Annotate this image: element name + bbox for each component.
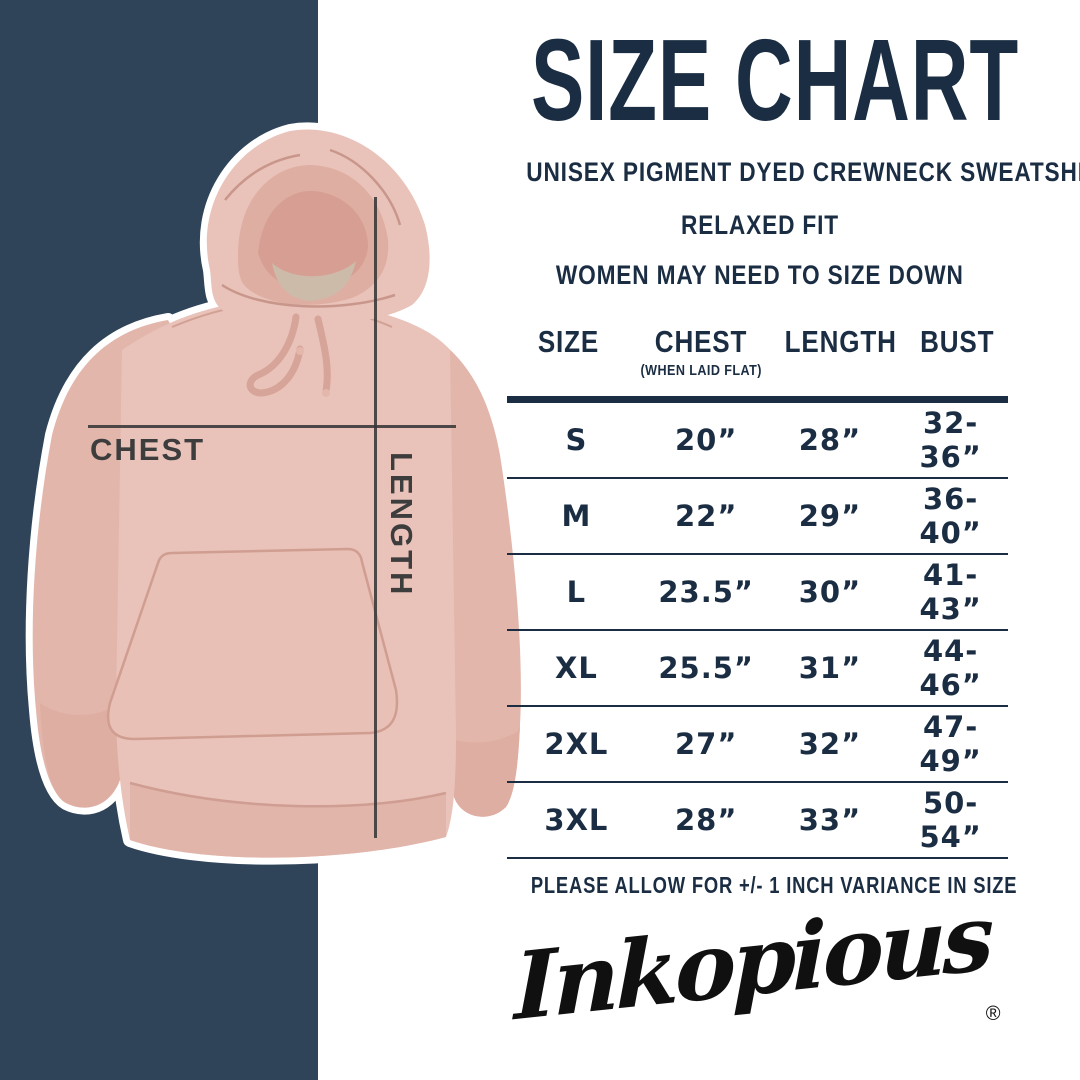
kangaroo-pocket	[106, 547, 399, 741]
bust-cell: 36-40”	[919, 482, 982, 550]
length-measure-line	[374, 197, 377, 838]
drawstring-right	[314, 315, 331, 395]
table-row-2xl: 2XL 27” 32” 47-49”	[507, 707, 1008, 783]
hood-interior	[258, 190, 368, 290]
subtitle-sizing-advice: WOMEN MAY NEED TO SIZE DOWN	[556, 260, 964, 290]
table-header-row: SIZE CHEST (WHEN LAID FLAT) LENGTH BUST	[507, 324, 1008, 396]
subtitle-fit: RELAXED FIT	[681, 210, 839, 240]
chest-measure-label: CHEST	[90, 432, 206, 467]
size-table: SIZE CHEST (WHEN LAID FLAT) LENGTH BUST …	[507, 324, 1008, 859]
length-cell: 28”	[798, 423, 862, 457]
bust-cell: 41-43”	[919, 558, 982, 626]
page-title: SIZE CHART	[531, 15, 1019, 146]
chest-flat-note: (WHEN LAID FLAT)	[640, 362, 763, 379]
hoodie-body-shapes	[32, 129, 521, 858]
variance-note: PLEASE ALLOW FOR +/- 1 INCH VARIANCE IN …	[530, 872, 1018, 898]
length-cell: 31”	[798, 651, 862, 685]
chest-cell: 25.5”	[658, 651, 754, 685]
length-cell: 33”	[798, 803, 862, 837]
chest-measure-line	[88, 425, 456, 428]
drawstring-left	[246, 313, 304, 397]
length-cell: 30”	[798, 575, 862, 609]
length-measure-label: LENGTH	[384, 452, 419, 598]
bust-cell: 47-49”	[919, 710, 982, 778]
chest-cell: 20”	[674, 423, 738, 457]
size-cell: S	[565, 423, 588, 457]
chest-cell: 23.5”	[658, 575, 754, 609]
bust-cell: 50-54”	[919, 786, 982, 854]
chest-cell: 27”	[674, 727, 738, 761]
size-cell: XL	[554, 651, 598, 685]
chest-cell: 22”	[674, 499, 738, 533]
header-divider	[507, 396, 1008, 403]
size-cell: 3XL	[544, 803, 609, 837]
length-cell: 29”	[798, 499, 862, 533]
hoodie-photo	[25, 122, 528, 865]
chest-cell: 28”	[674, 803, 738, 837]
brand-logo: Inkopious®	[470, 883, 1050, 1042]
table-row-l: L 23.5” 30” 41-43”	[507, 555, 1008, 631]
registered-trademark-mark: ®	[985, 1003, 1001, 1025]
table-row-3xl: 3XL 28” 33” 50-54”	[507, 783, 1008, 859]
brand-wordmark: Inkopious	[514, 882, 991, 1042]
size-cell: 2XL	[544, 727, 609, 761]
length-cell: 32”	[798, 727, 862, 761]
table-row-m: M 22” 29” 36-40”	[507, 479, 1008, 555]
hem-band	[130, 783, 446, 858]
table-row-xl: XL 25.5” 31” 44-46”	[507, 631, 1008, 707]
column-header-chest: CHEST (WHEN LAID FLAT)	[640, 324, 763, 379]
bust-cell: 44-46”	[919, 634, 982, 702]
page-title-wrap: SIZE CHART	[470, 19, 1050, 141]
left-cuff	[40, 703, 122, 808]
right-cuff	[440, 725, 520, 817]
size-cell: M	[561, 499, 592, 533]
column-header-bust: BUST	[920, 324, 995, 359]
column-header-size: SIZE	[537, 324, 599, 359]
table-row-s: S 20” 28” 32-36”	[507, 403, 1008, 479]
inner-back-patch	[272, 261, 356, 301]
bust-cell: 32-36”	[919, 406, 982, 474]
subtitle-fabric: UNISEX PIGMENT DYED CREWNECK SWEATSHIRT	[526, 157, 1080, 187]
column-header-length: LENGTH	[784, 324, 897, 359]
size-cell: L	[566, 575, 587, 609]
